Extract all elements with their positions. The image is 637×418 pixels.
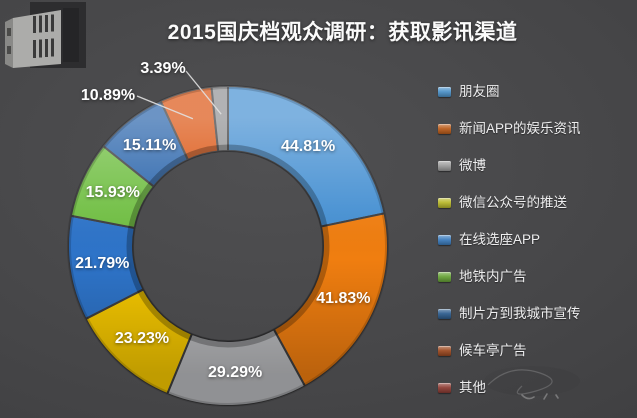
legend-item-7: 制片方到我城市宣传	[438, 306, 581, 321]
legend-item-label: 地铁内广告	[459, 269, 527, 284]
legend-marker-icon	[438, 345, 451, 356]
legend-item-1: 朋友圈	[438, 84, 581, 99]
donut-outer-rim-shadow	[68, 86, 388, 406]
watermark-scribble	[487, 369, 559, 400]
legend-item-8: 候车亭广告	[438, 343, 581, 358]
legend-item-label: 其他	[459, 380, 486, 395]
legend-item-label: 在线选座APP	[459, 232, 541, 247]
legend-marker-icon	[438, 308, 451, 319]
legend-item-label: 候车亭广告	[459, 343, 527, 358]
page-title: 2015国庆档观众调研：获取影讯渠道	[167, 21, 518, 44]
legend-item-label: 微博	[459, 158, 486, 173]
legend-item-4: 微信公众号的推送	[438, 195, 581, 210]
legend-marker-icon	[438, 160, 451, 171]
legend-item-label: 制片方到我城市宣传	[459, 306, 581, 321]
legend-marker-icon	[438, 382, 451, 393]
legend-item-6: 地铁内广告	[438, 269, 581, 284]
donut-inner-rim-shadow	[126, 144, 330, 348]
legend-marker-icon	[438, 197, 451, 208]
legend-marker-icon	[438, 123, 451, 134]
legend-marker-icon	[438, 86, 451, 97]
legend-item-label: 微信公众号的推送	[459, 195, 567, 210]
publisher-building-logo	[5, 2, 86, 68]
legend-marker-icon	[438, 271, 451, 282]
legend-marker-icon	[438, 234, 451, 245]
callout-line-8	[136, 95, 194, 120]
legend-item-3: 微博	[438, 158, 581, 173]
legend-item-2: 新闻APP的娱乐资讯	[438, 121, 581, 136]
legend-item-5: 在线选座APP	[438, 232, 581, 247]
callout-line-9	[185, 70, 222, 115]
legend-item-9: 其他	[438, 380, 581, 395]
legend-item-label: 朋友圈	[459, 84, 500, 99]
legend-item-label: 新闻APP的娱乐资讯	[459, 121, 581, 136]
chart-legend: 朋友圈新闻APP的娱乐资讯 微博微信公众号的推送 在线选座APP 地铁内广告制片方到我…	[438, 84, 581, 395]
